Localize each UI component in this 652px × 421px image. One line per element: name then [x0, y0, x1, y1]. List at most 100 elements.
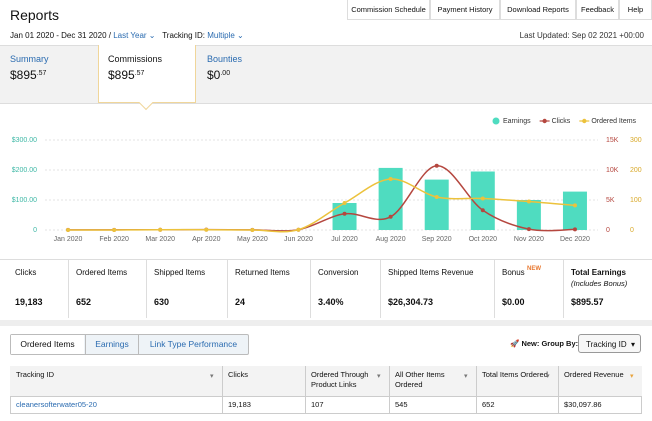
- tracking-label: Tracking ID:: [162, 31, 206, 40]
- group-by: 🚀 New: Group By:: [510, 339, 579, 348]
- stat: Shipped Items 630: [146, 260, 227, 318]
- nav-button[interactable]: Feedback: [576, 0, 619, 20]
- column-header: Clicks: [222, 366, 305, 396]
- amount: $0: [207, 68, 221, 82]
- x-tick-label: Jun 2020: [284, 236, 313, 243]
- badge: NEW: [527, 266, 541, 272]
- period-select[interactable]: Last Year: [113, 31, 147, 40]
- new-label: New:: [521, 339, 540, 348]
- tick-label: 200: [630, 167, 642, 174]
- series-line: [68, 178, 576, 233]
- point: [388, 177, 393, 181]
- stat-label: Bonus: [502, 268, 525, 277]
- tick-label: 5K: [606, 197, 615, 204]
- table-tab[interactable]: Earnings: [85, 335, 138, 354]
- stat-label: Returned Items: [235, 268, 290, 277]
- legend-swatch: [582, 118, 587, 124]
- point: [342, 201, 347, 205]
- point: [480, 196, 485, 201]
- table-tab[interactable]: Ordered Items: [11, 335, 84, 354]
- group-select[interactable]: Tracking ID ▾: [578, 334, 641, 353]
- active-tab: [98, 45, 196, 103]
- legend-label: Earnings: [503, 118, 531, 125]
- x-tick-label: Mar 2020: [145, 236, 175, 243]
- group-label: Group By:: [541, 339, 579, 348]
- page-title: Reports: [10, 7, 60, 23]
- table-tab[interactable]: Link Type Performance: [138, 335, 248, 354]
- tab-label[interactable]: Commissions: [108, 54, 163, 64]
- stat-value: $26,304.73: [388, 297, 434, 307]
- table-cell: 652: [476, 396, 558, 414]
- last-updated: Last Updated: Sep 02 2021 +00:00: [519, 31, 644, 40]
- point: [296, 227, 301, 232]
- point: [158, 227, 163, 232]
- date-row: Jan 01 2020 - Dec 31 2020 / Last Year ⌄ …: [10, 31, 244, 40]
- tab-label[interactable]: Summary: [10, 54, 49, 64]
- sort-icon: ▾: [546, 373, 550, 380]
- stat: Total Earnings (Includes Bonus) $895.57: [563, 260, 650, 318]
- stat-label: Clicks: [15, 268, 37, 277]
- divider: [0, 320, 652, 326]
- stat: Bonus NEW $0.00: [494, 260, 563, 318]
- column-header: Total Items Ordered: [476, 366, 558, 396]
- cents: .00: [220, 70, 231, 77]
- stat-value: $0.00: [502, 297, 525, 307]
- tick-label: 0: [606, 227, 610, 234]
- table-cell: 107: [305, 396, 389, 414]
- x-tick-label: Nov 2020: [514, 236, 544, 243]
- nav-button[interactable]: Commission Schedule: [347, 0, 430, 20]
- point: [204, 227, 209, 232]
- stat: Conversion 3.40%: [310, 260, 380, 318]
- bar: [424, 179, 449, 230]
- sort-icon: ▾: [210, 373, 214, 380]
- tab-value: $0.00: [207, 68, 230, 82]
- tab-label[interactable]: Bounties: [207, 54, 243, 64]
- tick-label: 100: [630, 197, 642, 204]
- x-tick-label: Dec 2020: [560, 236, 590, 243]
- table-cell: 545: [389, 396, 476, 414]
- table-cell: $30,097.86: [558, 396, 642, 414]
- x-tick-label: Sep 2020: [422, 236, 452, 243]
- x-tick-label: Oct 2020: [469, 236, 498, 243]
- table-cell[interactable]: cleanersofterwater05-20: [16, 400, 97, 409]
- tracking-select[interactable]: Multiple: [207, 31, 235, 40]
- point: [526, 227, 531, 232]
- point: [572, 227, 577, 232]
- nav-button[interactable]: Help: [619, 0, 652, 20]
- stat-label: Conversion: [318, 268, 359, 277]
- nav-button[interactable]: Download Reports: [500, 0, 576, 20]
- tick-label: 0: [33, 227, 37, 234]
- stat-label: Shipped Items: [154, 268, 206, 277]
- tab-value: $895.57: [108, 68, 144, 82]
- point: [112, 228, 117, 232]
- stat-value: 652: [76, 297, 92, 307]
- sort-icon: ▾: [377, 373, 381, 380]
- nav-button[interactable]: Payment History: [430, 0, 500, 20]
- stat-value: 630: [154, 297, 170, 307]
- date-range: Jan 01 2020 - Dec 31 2020 /: [10, 31, 111, 40]
- stat: Ordered Items 652: [68, 260, 146, 318]
- legend-swatch: [542, 118, 547, 124]
- point: [66, 228, 71, 232]
- sort-icon: ▾: [630, 373, 634, 380]
- point: [480, 208, 485, 213]
- tick-label: $100.00: [12, 197, 37, 204]
- group-value: Tracking ID: [586, 340, 627, 349]
- point: [434, 195, 439, 199]
- stat-label: Ordered Items: [76, 268, 128, 277]
- x-tick-label: Aug 2020: [376, 236, 406, 243]
- tick-label: 10K: [606, 167, 619, 174]
- stat-value: 19,183: [15, 297, 43, 307]
- cents: .57: [36, 70, 47, 77]
- point: [388, 214, 393, 219]
- cents: .57: [134, 70, 145, 77]
- series-line: [68, 165, 575, 232]
- x-tick-label: Jul 2020: [331, 236, 358, 243]
- legend-swatch: [492, 117, 500, 125]
- table-cell: 19,183: [222, 396, 305, 414]
- stat-value: 24: [235, 297, 246, 307]
- amount: $895: [10, 68, 37, 82]
- point: [342, 211, 347, 216]
- tick-label: 300: [630, 137, 642, 144]
